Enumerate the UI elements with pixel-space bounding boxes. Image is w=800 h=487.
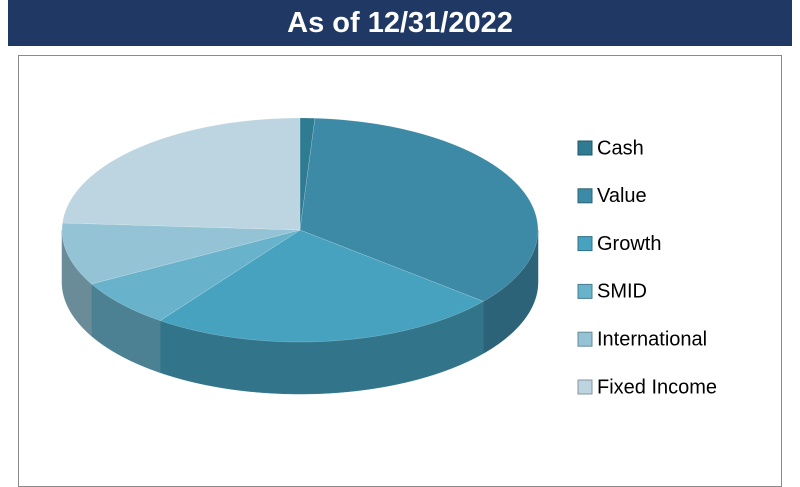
pie-slice [61, 222, 301, 285]
page: {"chart_data": {"type": "pie", "title": … [8, 0, 792, 487]
chart-title: As of 12/31/2022 [8, 0, 792, 46]
legend-label: SMID [597, 281, 647, 303]
legend-swatch [577, 140, 593, 156]
pie-slice [299, 117, 316, 231]
legend-swatch [577, 188, 593, 204]
legend-swatch [577, 379, 593, 395]
legend-swatch [577, 236, 593, 252]
legend-swatch [577, 331, 593, 347]
chart: Cash Value Growth SMID International Fixed In… [61, 117, 717, 398]
legend-swatch [577, 283, 593, 299]
legend-label: Fixed Income [597, 376, 717, 398]
legend-label: International [597, 328, 707, 350]
pie-slice [299, 118, 539, 302]
pie-slice [62, 117, 301, 231]
pie-slice [91, 229, 301, 321]
legend-label: Value [597, 185, 647, 207]
legend-label: Growth [597, 233, 661, 255]
legend-label: Cash [597, 137, 644, 159]
pie-slice [159, 229, 484, 343]
